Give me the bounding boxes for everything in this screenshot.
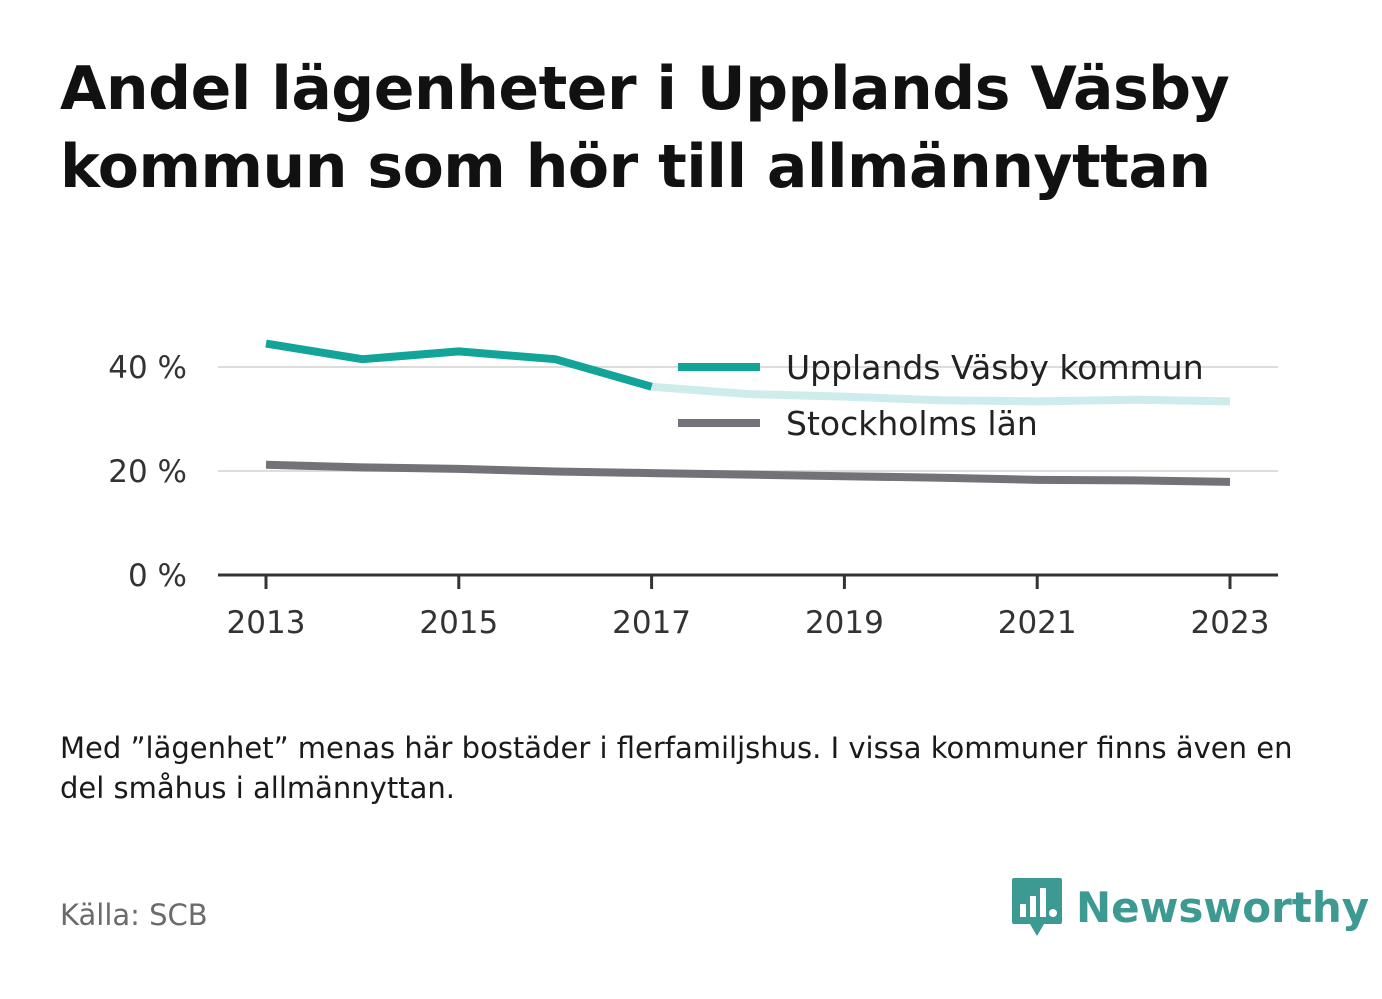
legend-label-0: Upplands Väsby kommun bbox=[786, 348, 1204, 387]
chart-note: Med ”lägenhet” menas här bostäder i fler… bbox=[60, 731, 1293, 805]
y-axis: 0 % 20 % 40 % bbox=[108, 350, 187, 594]
x-tick-label: 2013 bbox=[227, 605, 306, 641]
legend-label-1: Stockholms län bbox=[786, 404, 1038, 443]
series-line-faded-0 bbox=[651, 382, 1231, 406]
y-tick-label: 40 % bbox=[108, 350, 187, 386]
x-tick-label: 2019 bbox=[805, 605, 884, 641]
x-tick-label: 2021 bbox=[998, 605, 1077, 641]
bar-chart-speech-bubble-icon bbox=[1012, 878, 1062, 936]
y-tick-label: 0 % bbox=[128, 558, 187, 594]
legend: Upplands Väsby kommun Stockholms län bbox=[678, 348, 1204, 443]
line-chart: 0 % 20 % 40 % 2013 2015 2017 2019 2021 2023 Upp… bbox=[108, 339, 1278, 641]
series-line-0 bbox=[265, 339, 653, 391]
chart-title: Andel lägenheter i Upplands Väsby kommun… bbox=[60, 54, 1230, 202]
x-tick-label: 2023 bbox=[1191, 605, 1270, 641]
x-axis: 2013 2015 2017 2019 2021 2023 bbox=[218, 573, 1278, 641]
series-line-1 bbox=[265, 460, 1231, 486]
x-tick-label: 2017 bbox=[612, 605, 691, 641]
brand-logo: Newsworthy bbox=[1010, 876, 1369, 938]
x-tick-label: 2015 bbox=[419, 605, 498, 641]
series-layer bbox=[265, 339, 1231, 486]
brand-name: Newsworthy bbox=[1076, 882, 1370, 932]
source-label: Källa: SCB bbox=[60, 898, 208, 932]
y-tick-label: 20 % bbox=[108, 454, 187, 490]
